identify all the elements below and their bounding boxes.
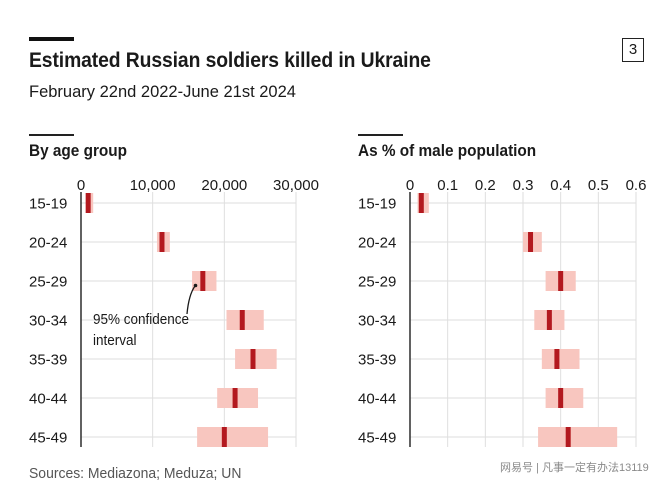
confidence-interval-band — [235, 349, 277, 369]
panel-title-age-group: By age group — [29, 142, 128, 160]
x-tick-label: 10,000 — [130, 177, 176, 194]
age-group-label: 25-29 — [358, 274, 396, 291]
estimate-marker — [546, 310, 552, 330]
estimate-marker — [554, 349, 560, 369]
age-group-label: 45-49 — [29, 430, 67, 447]
estimate-marker — [250, 349, 256, 369]
estimate-marker — [239, 310, 245, 330]
watermark: 网易号 | 凡事一定有办法13119 — [500, 462, 649, 474]
estimate-marker — [200, 271, 206, 291]
estimate-marker — [159, 232, 165, 252]
x-tick-label: 0.1 — [437, 177, 458, 194]
age-group-label: 25-29 — [29, 274, 67, 291]
x-tick-label: 0 — [406, 177, 414, 194]
annotation-arrow-dot — [193, 283, 198, 288]
age-group-label: 30-34 — [29, 313, 67, 330]
source-note: Sources: Mediazona; Meduza; UN — [29, 465, 242, 481]
x-tick-label: 0.5 — [588, 177, 609, 194]
confidence-interval-band — [541, 349, 580, 369]
confidence-interval-band — [217, 388, 259, 408]
annotation-text-line-2: interval — [93, 332, 137, 349]
chart-by-age-group: 0 10,000 20,000 30,000 15-19 20-24 25-29 30-34 3… — [29, 177, 319, 447]
age-group-label: 40-44 — [358, 391, 396, 408]
annotation-arrow — [186, 285, 196, 315]
chart-title: Estimated Russian soldiers killed in Ukr… — [29, 49, 431, 72]
x-tick-label: 0.6 — [626, 177, 647, 194]
estimate-marker — [418, 193, 424, 213]
panel-rule-male-population — [358, 134, 403, 136]
x-tick-label: 0 — [77, 177, 85, 194]
estimate-marker — [528, 232, 534, 252]
chart-subtitle: February 22nd 2022-June 21st 2024 — [29, 83, 296, 101]
confidence-interval-band — [545, 388, 584, 408]
panel-rule-age-group — [29, 134, 74, 136]
age-group-label: 20-24 — [29, 235, 67, 252]
estimate-marker — [232, 388, 238, 408]
confidence-interval-band — [538, 427, 618, 447]
confidence-interval-band — [197, 427, 269, 447]
estimate-marker — [558, 271, 564, 291]
age-group-label: 15-19 — [29, 196, 67, 213]
panel-title-male-population: As % of male population — [358, 142, 537, 160]
age-group-label: 15-19 — [358, 196, 396, 213]
estimate-marker — [221, 427, 227, 447]
title-accent-bar — [29, 37, 74, 41]
age-group-label: 20-24 — [358, 235, 396, 252]
estimate-marker — [565, 427, 571, 447]
x-tick-label: 20,000 — [201, 177, 247, 194]
age-group-label: 35-39 — [29, 352, 67, 369]
age-group-label: 45-49 — [358, 430, 396, 447]
age-group-label: 40-44 — [29, 391, 67, 408]
confidence-interval-band — [226, 310, 264, 330]
chart-pct-male-population: 0 0.1 0.2 0.3 0.4 0.5 0.6 15-19 20-24 25-29 30-34 3… — [358, 177, 646, 447]
estimate-marker — [558, 388, 564, 408]
estimate-marker — [85, 193, 91, 213]
x-tick-label: 0.3 — [513, 177, 534, 194]
chart-number-badge: 3 — [622, 38, 644, 62]
age-group-label: 30-34 — [358, 313, 396, 330]
x-tick-label: 30,000 — [273, 177, 319, 194]
x-tick-label: 0.2 — [475, 177, 496, 194]
annotation-text-line-1: 95% confidence — [93, 311, 190, 328]
age-group-label: 35-39 — [358, 352, 396, 369]
x-tick-label: 0.4 — [550, 177, 571, 194]
